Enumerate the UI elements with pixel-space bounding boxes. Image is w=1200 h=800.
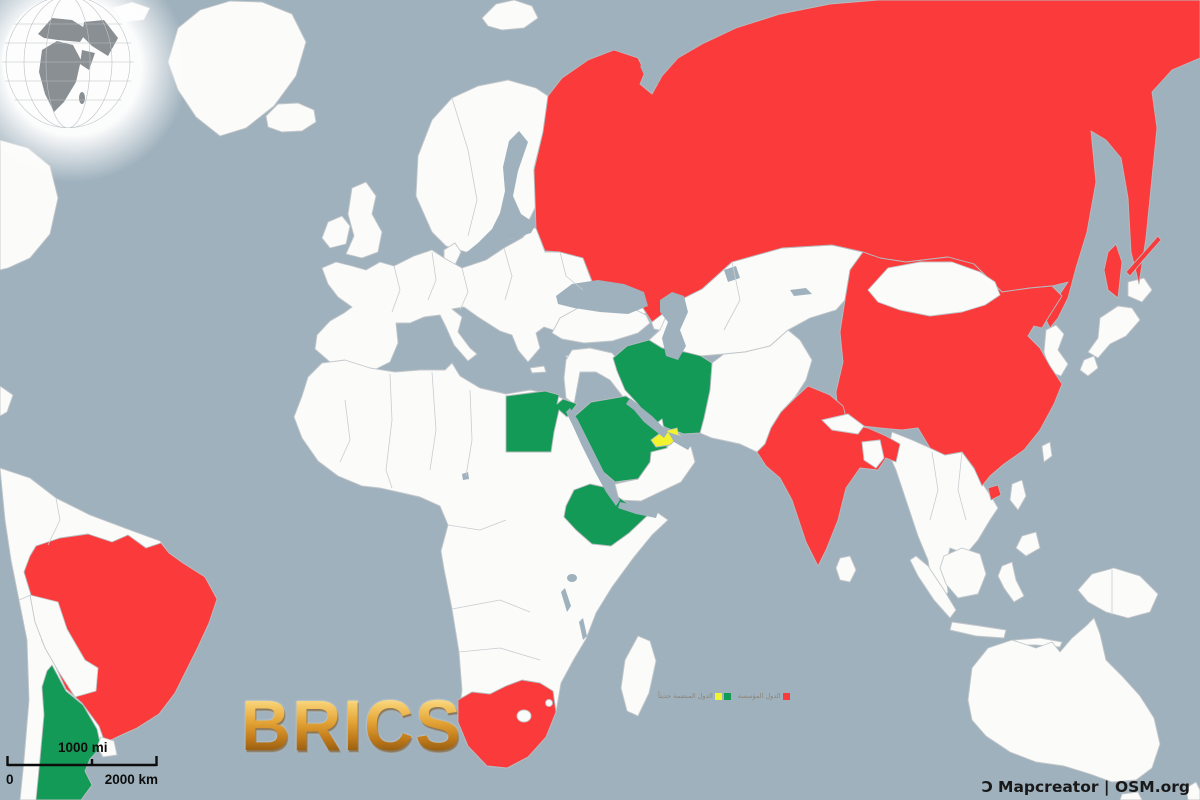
country-borders (18, 97, 1113, 661)
landmass-crete (529, 365, 547, 374)
country-argentina (35, 664, 102, 800)
landmass-luzon (1009, 479, 1027, 511)
landmass-mindanao (1015, 531, 1041, 557)
mapcreator-logo-icon: Ɔ (981, 778, 994, 796)
landmass-australia (967, 617, 1161, 783)
scale-km-label: 2000 km (104, 771, 158, 787)
country-russia (533, 0, 1200, 329)
country-mongolia (867, 261, 1001, 317)
landmass-sulawesi (997, 561, 1025, 603)
country-lesotho (516, 709, 532, 723)
legend-item-new-members: الدول المنضمة حديثاً (658, 692, 731, 700)
globe-inset (2, 0, 134, 128)
legend-swatch-yellow (714, 692, 722, 700)
globe-asia (82, 20, 118, 56)
legend-founding-label: الدول المؤسسة (737, 692, 781, 700)
white-sea (640, 58, 664, 84)
globe-arabia (80, 50, 95, 70)
lake-chad (462, 472, 469, 480)
inland-waters (462, 58, 812, 640)
landmass-new-guinea (1077, 567, 1159, 619)
baltic-sea (462, 131, 536, 265)
country-bolivia-paraguay (29, 594, 99, 698)
attribution-text: Mapcreator | OSM.org (998, 778, 1190, 796)
scale-bar-rule (6, 755, 158, 767)
globe-continents (38, 18, 118, 112)
landmass-sumatra (909, 555, 957, 619)
scale-miles-label: 1000 mi (58, 740, 108, 755)
country-russia-kurils (1125, 235, 1162, 277)
landmass-svalbard (481, 0, 539, 31)
aral-sea (724, 266, 740, 282)
country-ethiopia (563, 483, 648, 547)
legend: الدول المنضمة حديثاً الدول المؤسسة (658, 692, 790, 700)
country-iran (612, 339, 713, 435)
legend-item-founding: الدول المؤسسة (738, 692, 790, 700)
landmass-iceland (265, 102, 317, 133)
map-title: BRICS (241, 686, 463, 766)
landmass-madagascar (620, 635, 657, 717)
country-russia-sakhalin (1103, 243, 1123, 299)
landmass-tasmania (1119, 791, 1143, 800)
landmass-hokkaido (1127, 277, 1153, 303)
black-sea (556, 280, 648, 314)
globe-graticule (2, 0, 134, 128)
attribution: Ɔ Mapcreator | OSM.org (982, 778, 1190, 796)
country-uruguay (96, 736, 118, 758)
lake-victoria (567, 574, 577, 582)
country-south-africa (457, 679, 557, 769)
country-nepal (821, 413, 865, 435)
globe-africa (39, 41, 81, 112)
lake-balkhash (790, 288, 812, 296)
country-bangladesh (861, 439, 885, 469)
country-china-hainan (987, 484, 1002, 501)
globe-madagascar (79, 92, 85, 104)
country-eswatini (545, 699, 553, 707)
landmass-africa (293, 359, 669, 769)
landmass-greenland (167, 0, 307, 137)
lake-malawi (579, 618, 587, 640)
legend-new-members-label: الدول المنضمة حديثاً (658, 692, 713, 700)
landmass-great-britain (345, 181, 383, 259)
lake-tanganyika (561, 588, 571, 612)
scale-bar: 1000 mi 0 2000 km (6, 740, 158, 788)
scale-zero-label: 0 (6, 771, 14, 787)
enclaves (29, 261, 1001, 758)
caspian-sea (660, 292, 688, 360)
landmass-new-zealand (1185, 781, 1200, 800)
landmass-sri-lanka (835, 555, 857, 583)
landmass-ireland (321, 215, 351, 249)
red-sea (566, 408, 620, 506)
legend-swatch-green (723, 692, 731, 700)
landmass-central-america-sliver (0, 385, 14, 417)
country-india (756, 385, 901, 567)
gulf-of-oman (668, 432, 692, 450)
landmass-java (949, 621, 1007, 639)
landmass-borneo (939, 547, 987, 599)
legend-swatch-red (782, 692, 790, 700)
country-egypt (505, 390, 578, 453)
gulf-of-aden (618, 502, 658, 518)
landmass-taiwan (1041, 441, 1053, 463)
landmass-honshu (1087, 305, 1141, 359)
persian-gulf (626, 398, 668, 438)
landmass-kyushu (1079, 355, 1099, 377)
